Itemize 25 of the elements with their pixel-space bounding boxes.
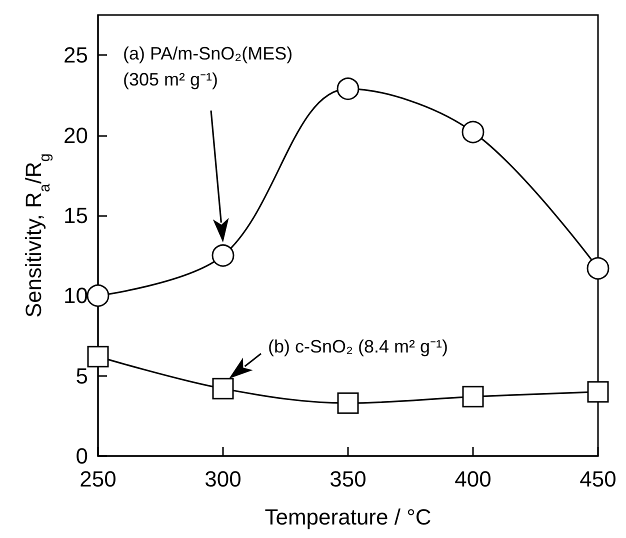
y-tick-label: 10	[64, 283, 88, 308]
annotation: (b) c-SnO₂ (8.4 m² g⁻¹)	[268, 336, 448, 357]
y-axis-title: Sensitivity, Ra/Rg	[21, 153, 54, 318]
point	[336, 78, 360, 100]
point	[462, 120, 484, 144]
x-axis-title: Temperature / °C	[264, 504, 432, 530]
x-tick-label: 300	[204, 466, 242, 492]
point	[86, 284, 110, 307]
y-tick-label: 0	[76, 444, 88, 468]
y-tick-label: 15	[64, 202, 88, 228]
y-tick-label: 20	[64, 122, 88, 148]
point	[212, 378, 234, 400]
annotation: (a) PA/m-SnO₂(MES) (305 m² g⁻¹)	[123, 44, 293, 90]
x-tick-label: 250	[80, 466, 116, 492]
y-tick-label: 25	[64, 42, 88, 68]
y-tick-label: 5	[76, 363, 88, 388]
point	[212, 244, 234, 267]
point	[87, 346, 109, 368]
point	[337, 392, 359, 414]
x-tick-label: 400	[454, 466, 492, 492]
point	[586, 257, 610, 280]
point	[587, 381, 609, 403]
point	[462, 386, 484, 408]
x-tick-label: 350	[330, 466, 366, 492]
x-tick-label: 450	[580, 466, 616, 492]
